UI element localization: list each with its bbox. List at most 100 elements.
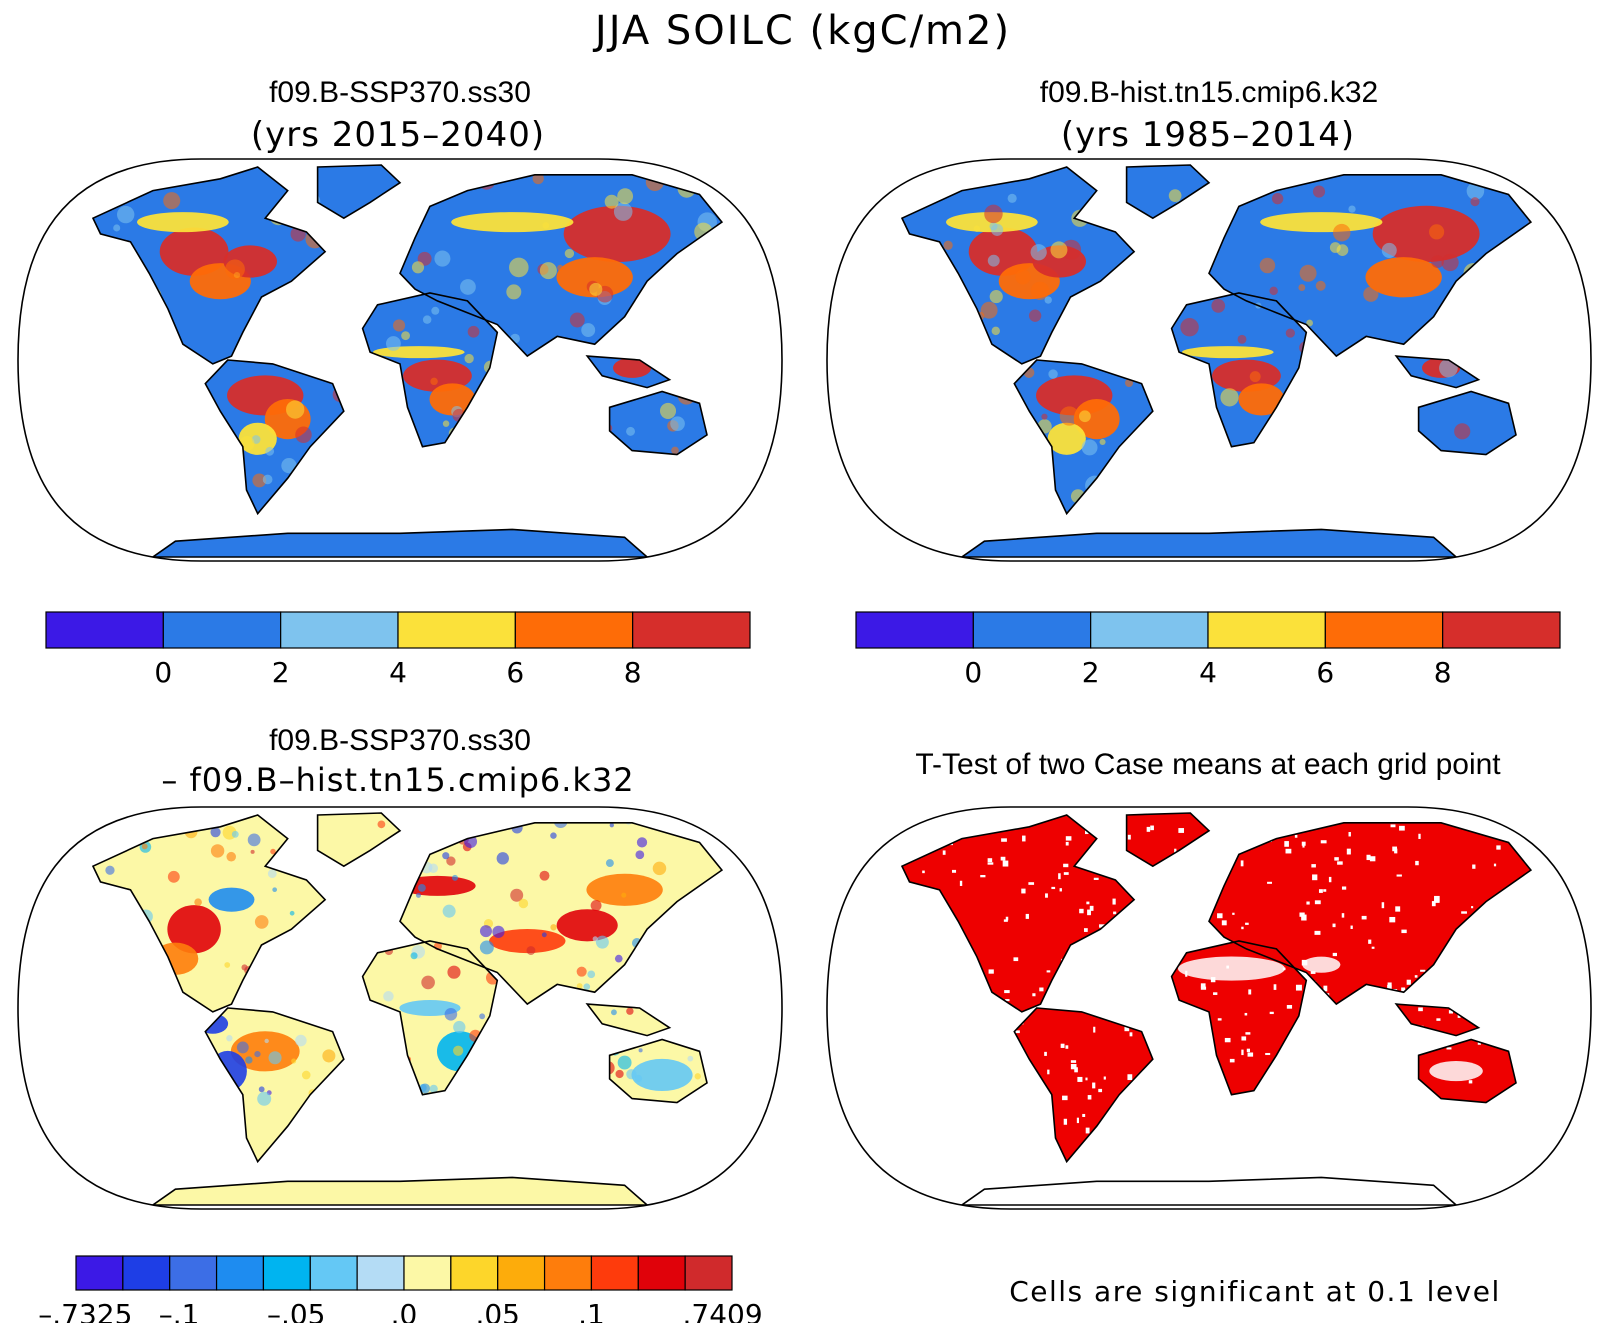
non-significant-cell <box>1051 886 1056 890</box>
diff-cell <box>415 892 421 898</box>
non-significant-cell <box>1418 1007 1423 1012</box>
soilc-cell <box>392 319 406 332</box>
non-significant-cell <box>1472 864 1476 869</box>
soilc-cell <box>670 416 685 432</box>
coastline-seAsia <box>585 355 672 389</box>
diff-cell <box>614 954 623 963</box>
colorbar-tick-label: 8 <box>624 656 642 689</box>
non-significant-cell <box>1371 946 1375 949</box>
diff-cell <box>626 1069 637 1080</box>
non-significant-cell <box>1337 861 1343 865</box>
non-significant-cell <box>1265 1052 1271 1056</box>
non-significant-cell <box>988 969 994 974</box>
soilc-cell <box>659 402 677 419</box>
diff-cell <box>496 852 509 865</box>
non-significant-cell <box>1496 845 1501 850</box>
coastline-northAmerica <box>91 166 327 365</box>
non-significant-cell <box>1571 833 1575 838</box>
coastline-eurasia <box>399 174 724 358</box>
non-significant-cell <box>1320 840 1327 844</box>
diff-cell <box>105 865 115 875</box>
non-significant-cell <box>844 822 847 824</box>
non-significant-cell <box>1241 1036 1247 1041</box>
diff-cell <box>48 845 57 854</box>
panel-case2-title: f09.B-hist.tn15.cmip6.k32 <box>1040 76 1379 109</box>
non-significant-cell <box>1323 985 1328 992</box>
non-significant-cell <box>1395 906 1401 912</box>
non-significant-cell <box>1129 1032 1133 1037</box>
diff-cell <box>226 1035 233 1042</box>
non-significant-cell <box>1406 979 1411 985</box>
soilc-cell <box>295 426 312 443</box>
diff-cell <box>428 863 439 873</box>
soilc-cell <box>401 331 410 341</box>
non-significant-cell <box>1310 971 1316 974</box>
non-significant-cell <box>1434 895 1440 902</box>
soilc-cell <box>1285 328 1295 338</box>
soilc-cell <box>434 250 451 267</box>
coastline-antarctica <box>150 1176 650 1206</box>
non-significant-cell <box>1381 902 1385 909</box>
non-significant-cell <box>1092 1082 1096 1089</box>
soilc-cell <box>991 223 1004 236</box>
soilc-cell <box>442 420 450 427</box>
soilc-cell <box>411 261 425 274</box>
map-case1 <box>17 158 783 562</box>
colorbar-swatch <box>169 1255 218 1291</box>
diff-cell <box>576 966 587 977</box>
colorbar-swatch <box>632 611 751 649</box>
soilc-cell <box>281 457 297 474</box>
colorbar-swatch <box>45 611 164 649</box>
colorbar-swatch <box>637 1255 686 1291</box>
non-significant-cell <box>1098 1088 1103 1093</box>
soilc-cell <box>1048 369 1058 379</box>
non-significant-cell <box>1389 916 1396 923</box>
colorbar-swatch <box>397 611 516 649</box>
soilc-cell <box>225 259 245 280</box>
colorbar-tick-label: .0 <box>391 1298 418 1323</box>
non-significant-cell <box>1213 992 1218 995</box>
soilc-cell <box>113 224 121 232</box>
non-significant-cell <box>1332 952 1337 957</box>
colorbar-case1: 0 2 4 6 8 <box>45 611 751 689</box>
non-significant-region <box>1177 956 1285 981</box>
soilc-cell <box>467 325 480 338</box>
diff-cell <box>72 834 77 839</box>
non-significant-cell <box>1341 913 1345 918</box>
non-significant-cell <box>1060 1043 1065 1048</box>
diff-cell <box>25 828 36 839</box>
coastline-australia <box>1417 390 1517 456</box>
non-significant-cell <box>1314 900 1321 905</box>
soilc-cell <box>613 202 633 221</box>
diff-cell <box>268 1051 282 1065</box>
coastline-greenland <box>1125 812 1211 868</box>
soilc-cell <box>980 301 998 319</box>
non-significant-cell <box>1089 905 1094 911</box>
non-significant-cell <box>1232 912 1235 915</box>
panel-case1-title: f09.B-SSP370.ss30 <box>269 76 531 109</box>
non-significant-cell <box>1461 911 1467 914</box>
diff-region <box>556 909 618 942</box>
panel-diff: f09.B-SSP370.ss30 – f09.B–hist.tn15.cmip… <box>17 724 783 1323</box>
soilc-cell <box>431 306 440 315</box>
non-significant-cell <box>1005 999 1010 1002</box>
soilc-cell <box>1259 257 1276 274</box>
soilc-cell <box>422 315 432 324</box>
soilc-cell <box>1381 242 1397 258</box>
soilc-cell <box>1125 378 1134 388</box>
panel-case1-years: (yrs 2015–2040) <box>251 115 545 155</box>
diff-cell <box>21 824 30 833</box>
diff-cell <box>452 874 458 881</box>
diff-region <box>167 905 221 954</box>
diff-cell <box>26 867 39 880</box>
non-significant-region <box>1302 956 1341 973</box>
diff-cell <box>295 1034 307 1047</box>
diff-cell <box>442 904 456 918</box>
non-significant-cell <box>1468 1080 1473 1084</box>
non-significant-cell <box>846 884 850 888</box>
non-significant-cell <box>1047 1069 1050 1075</box>
diff-cell <box>453 1020 466 1034</box>
colorbar-swatch <box>855 611 974 649</box>
coastline-greenland <box>1125 164 1211 220</box>
non-significant-cell <box>1127 1074 1133 1081</box>
